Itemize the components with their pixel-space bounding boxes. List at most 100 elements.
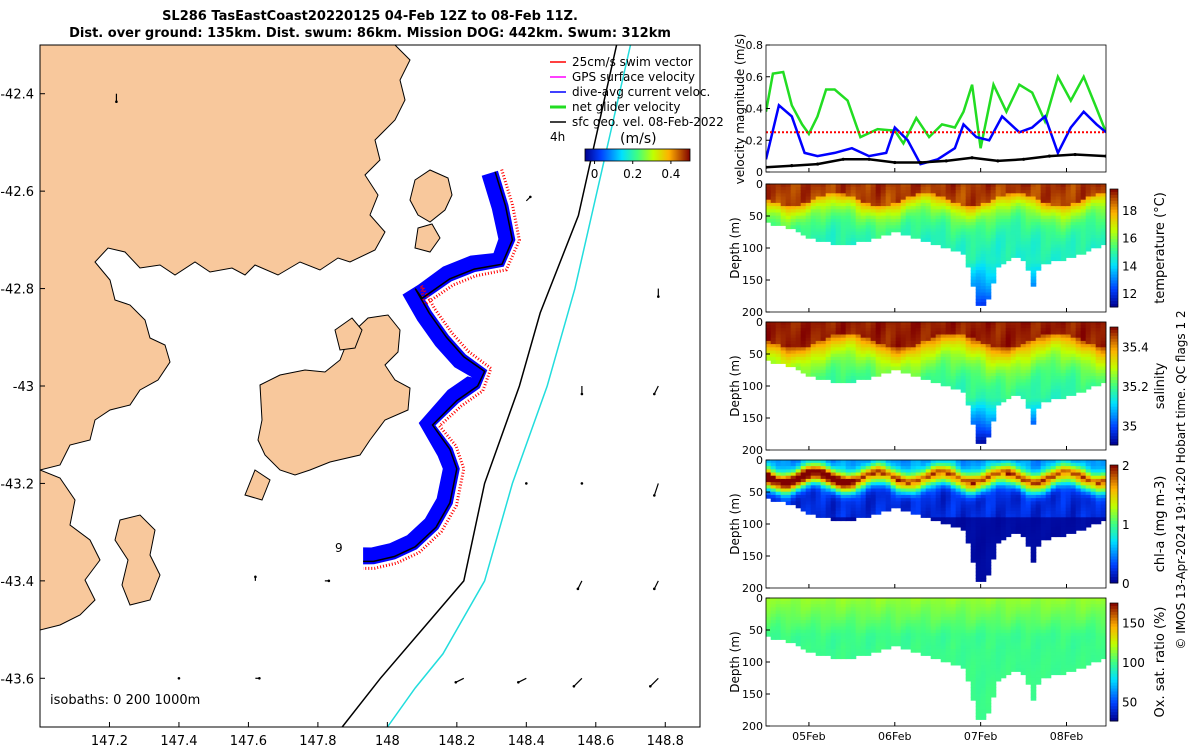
section-cell — [850, 514, 857, 518]
land-forestier — [257, 314, 411, 476]
section-cell — [785, 485, 792, 490]
section-cell — [790, 218, 797, 223]
section-cell — [1030, 247, 1037, 252]
section-cell — [970, 260, 977, 265]
section-cell — [1005, 376, 1012, 380]
section-cell — [1095, 228, 1102, 233]
section-cell — [1020, 485, 1027, 490]
section-cell — [950, 466, 957, 470]
section-cell — [970, 482, 977, 486]
section-cell — [985, 427, 992, 432]
section-cell — [1000, 228, 1007, 233]
section-cell — [1010, 344, 1017, 348]
section-cell — [840, 199, 847, 204]
section-cell — [1085, 334, 1092, 339]
section-cell — [925, 337, 932, 342]
section-cell — [925, 494, 932, 499]
section-cell — [1020, 533, 1027, 538]
section-cell — [1030, 334, 1037, 339]
section-cell — [815, 636, 822, 640]
section-cell — [1095, 328, 1102, 332]
section-cell — [900, 353, 907, 358]
section-cell — [845, 328, 852, 332]
section-cell — [980, 417, 987, 422]
section-cell — [940, 228, 947, 233]
section-cell — [835, 501, 842, 506]
section-cell — [970, 417, 977, 422]
section-cell — [950, 478, 957, 483]
section-cell — [985, 392, 992, 396]
section-cell — [995, 507, 1002, 512]
colorbar-segment — [1110, 565, 1118, 569]
section-cell — [905, 344, 912, 348]
section-cell — [935, 202, 942, 207]
section-cell — [845, 652, 852, 656]
section-cell — [1065, 363, 1072, 368]
section-cell — [975, 420, 982, 425]
section-cell — [875, 462, 882, 467]
section-cell — [890, 616, 897, 621]
section-cell — [1060, 183, 1067, 188]
section-cell — [1005, 215, 1012, 220]
section-cell — [1080, 186, 1087, 191]
section-cell — [1020, 254, 1027, 258]
section-cell — [1070, 392, 1077, 396]
speed-colorbar — [584, 148, 691, 162]
section-cell — [880, 639, 887, 644]
section-cell — [870, 472, 877, 477]
section-cell — [1045, 536, 1052, 541]
section-y-tick-label: 50 — [749, 486, 763, 499]
section-cell — [980, 536, 987, 541]
section-cell — [1060, 366, 1067, 371]
section-cell — [1000, 206, 1007, 210]
section-cell — [970, 337, 977, 342]
section-cell — [785, 340, 792, 345]
section-cell — [815, 613, 822, 618]
section-cell — [1045, 328, 1052, 332]
section-cell — [985, 241, 992, 246]
section-cell — [850, 209, 857, 214]
section-cell — [775, 616, 782, 621]
section-cell — [945, 206, 952, 210]
section-y-label: Depth (m) — [728, 217, 742, 278]
section-cell — [1035, 347, 1042, 352]
section-cell — [1055, 337, 1062, 342]
section-cell — [975, 395, 982, 400]
section-cell — [1080, 183, 1087, 188]
section-cell — [935, 379, 942, 384]
section-cell — [975, 238, 982, 242]
section-cell — [845, 241, 852, 246]
section-cell — [820, 199, 827, 204]
section-cell — [1065, 199, 1072, 204]
colorbar-segment — [1110, 394, 1118, 399]
section-cell — [1060, 510, 1067, 515]
section-cell — [925, 369, 932, 374]
section-cell — [960, 385, 967, 390]
section-cell — [970, 222, 977, 226]
section-cell — [1055, 517, 1062, 522]
section-cell — [855, 514, 862, 518]
section-cell — [975, 212, 982, 217]
section-cell — [1030, 382, 1037, 387]
section-cell — [975, 411, 982, 416]
section-cell — [1025, 372, 1032, 377]
section-cell — [940, 369, 947, 374]
section-cell — [965, 234, 972, 239]
section-cell — [1050, 510, 1057, 515]
section-cell — [795, 209, 802, 214]
section-cell — [870, 360, 877, 364]
section-cell — [1060, 504, 1067, 509]
section-cell — [1075, 209, 1082, 214]
section-cell — [1070, 488, 1077, 493]
section-cell — [815, 225, 822, 230]
section-cell — [1010, 494, 1017, 499]
section-cell — [775, 494, 782, 499]
section-cell — [880, 501, 887, 506]
section-cell — [830, 623, 837, 628]
section-cell — [1045, 340, 1052, 345]
section-cell — [965, 472, 972, 477]
section-cell — [875, 196, 882, 201]
section-cell — [1010, 510, 1017, 515]
section-cell — [995, 388, 1002, 393]
section-cell — [865, 353, 872, 358]
